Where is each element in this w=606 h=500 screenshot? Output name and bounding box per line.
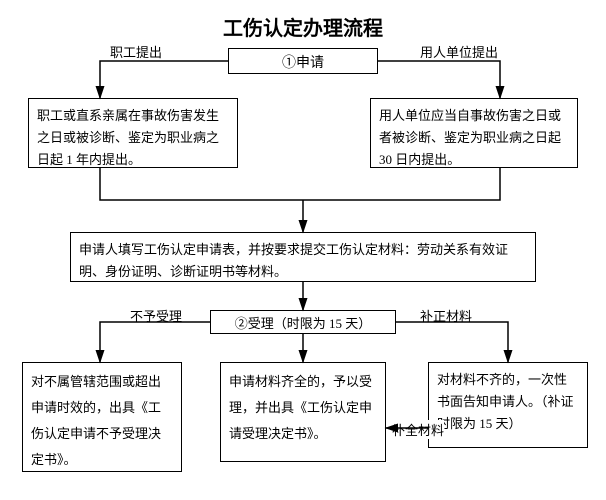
node-accept: ②受理（时限为 15 天） <box>210 310 396 334</box>
node-fill-form: 申请人填写工伤认定申请表，并按要求提交工伤认定材料：劳动关系有效证明、身份证明、… <box>70 232 536 282</box>
node-approve: 申请材料齐全的，予以受理，并出具《工伤认定申请受理决定书》。 <box>220 362 386 462</box>
node-incomplete: 对材料不齐的，一次性书面告知申请人。（补证时限为 15 天） <box>428 362 588 448</box>
node-reject: 对不属管辖范围或超出申请时效的，出具《工伤认定申请不予受理决定书》。 <box>22 362 182 472</box>
diagram-title: 工伤认定办理流程 <box>0 12 606 41</box>
label-supplement: 补正材料 <box>420 306 472 325</box>
node-employee: 职工或直系亲属在事故伤害发生之日或被诊断、鉴定为职业病之日起 1 年内提出。 <box>28 98 238 168</box>
node-apply: ①申请 <box>228 48 378 74</box>
label-supplement-all: 补全材料 <box>392 420 444 439</box>
label-employer-submit: 用人单位提出 <box>420 42 498 61</box>
label-employee-submit: 职工提出 <box>110 42 162 61</box>
node-employer: 用人单位应当自事故伤害之日或者被诊断、鉴定为职业病之日起 30 日内提出。 <box>370 98 578 168</box>
label-not-accepted: 不予受理 <box>130 306 182 325</box>
